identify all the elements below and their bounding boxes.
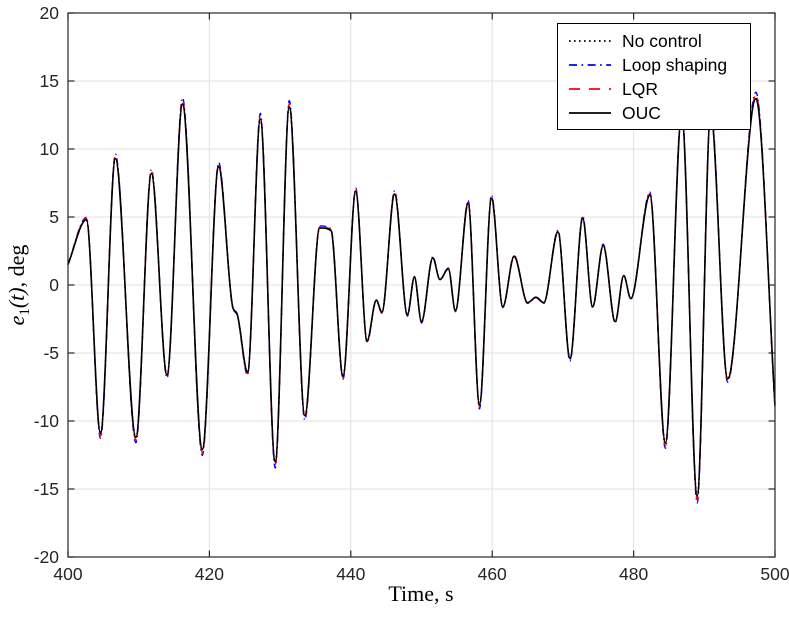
- curve-series: [67, 91, 776, 504]
- y-tick-label: 15: [40, 71, 59, 91]
- curve-no-control: [67, 97, 776, 497]
- legend-label: OUC: [622, 102, 661, 123]
- legend-label: Loop shaping: [622, 54, 728, 75]
- legend-line-sample-dotted: [569, 40, 611, 42]
- y-label-subscript: 1: [17, 308, 33, 316]
- curve-lqr: [67, 94, 776, 501]
- y-tick-label: -5: [43, 343, 59, 363]
- y-tick-label: -15: [34, 479, 59, 499]
- legend-item-ouc: OUC: [558, 101, 750, 125]
- y-tick-label: -20: [34, 547, 60, 567]
- y-tick-label: 10: [40, 139, 60, 159]
- legend-item-loop-shaping: Loop shaping: [558, 53, 750, 77]
- y-tick-label: 0: [49, 275, 59, 295]
- y-tick-label: -10: [34, 411, 60, 431]
- curve-loop-shaping: [67, 91, 776, 504]
- tick-labels: 400 420 440 460 480 500 -20 -15 -10 -5 0 5 10 15 20: [34, 3, 789, 584]
- y-tick-label: 5: [49, 207, 59, 227]
- y-label-args: (t): [4, 287, 29, 308]
- legend-item-lqr: LQR: [558, 77, 750, 101]
- legend-line-sample-dash-dot: [569, 64, 611, 66]
- legend-label: LQR: [622, 78, 658, 99]
- legend-item-no-control: No control: [558, 29, 750, 53]
- x-tick-label: 400: [53, 564, 82, 584]
- legend-line-sample-solid: [569, 112, 611, 114]
- y-axis-label: e1(t), deg: [4, 245, 33, 326]
- x-axis-label: Time, s: [388, 581, 453, 606]
- x-tick-label: 500: [760, 564, 789, 584]
- legend-label: No control: [622, 30, 702, 51]
- x-tick-label: 440: [336, 564, 365, 584]
- axes-box: [67, 12, 776, 558]
- x-tick-label: 480: [619, 564, 648, 584]
- y-label-unit: , deg: [4, 245, 29, 288]
- x-tick-label: 420: [195, 564, 224, 584]
- legend-line-sample-dashed: [569, 88, 611, 90]
- y-tick-label: 20: [40, 3, 60, 23]
- curve-ouc: [67, 97, 776, 497]
- y-label-var: e: [4, 315, 29, 325]
- x-tick-label: 460: [478, 564, 507, 584]
- legend: No control Loop shaping LQR OUC: [557, 23, 751, 130]
